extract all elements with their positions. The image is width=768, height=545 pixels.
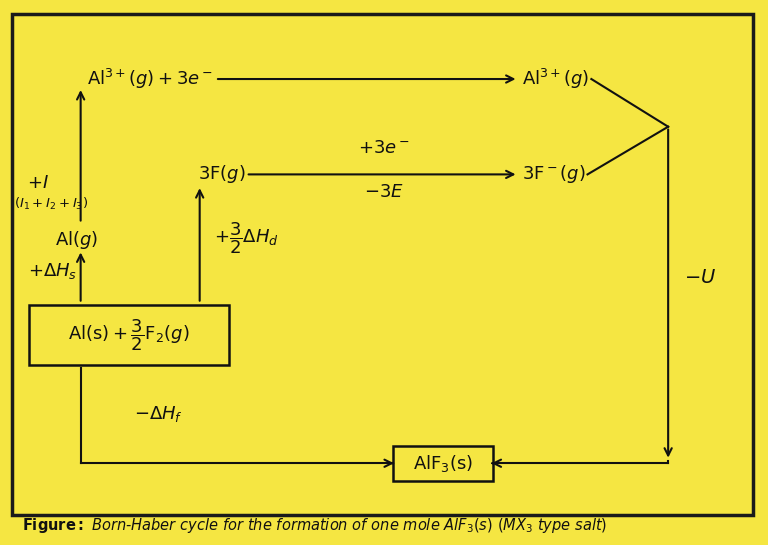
Text: $+\dfrac{3}{2}\Delta H_d$: $+\dfrac{3}{2}\Delta H_d$ — [214, 221, 278, 256]
Text: $\rm Al(\it{g}\rm)$: $\rm Al(\it{g}\rm)$ — [55, 229, 98, 251]
Text: $\mathbf{Figure:}$ $\mathit{Born\text{-}Haber\ cycle\ for\ the\ formation\ of\ o: $\mathbf{Figure:}$ $\mathit{Born\text{-}… — [22, 516, 607, 535]
Text: $-\Delta H_f$: $-\Delta H_f$ — [134, 404, 184, 424]
Bar — [393, 446, 493, 481]
Text: $\rm Al^{3+}(\it{g}\rm)$: $\rm Al^{3+}(\it{g}\rm)$ — [522, 67, 590, 91]
Text: $-U$: $-U$ — [684, 268, 716, 287]
Bar — [29, 305, 229, 365]
Text: $\rm Al(s) + \dfrac{3}{2}F_2(\it{g}\rm)$: $\rm Al(s) + \dfrac{3}{2}F_2(\it{g}\rm)$ — [68, 317, 190, 353]
Text: $3\rm F(\it{g}\rm)$: $3\rm F(\it{g}\rm)$ — [198, 164, 246, 185]
Text: $\rm Al^{3+}(\it{g}\rm) + 3\it{e}^-$: $\rm Al^{3+}(\it{g}\rm) + 3\it{e}^-$ — [87, 67, 213, 91]
Text: $+I$: $+I$ — [27, 173, 49, 192]
Text: $\rm AlF_3(s)$: $\rm AlF_3(s)$ — [413, 453, 473, 474]
Text: $-3E$: $-3E$ — [364, 183, 404, 201]
Text: $3\rm F^-(\it{g}\rm)$: $3\rm F^-(\it{g}\rm)$ — [522, 164, 586, 185]
Text: $+3e^-$: $+3e^-$ — [358, 139, 410, 158]
Text: $(I_1 + I_2 + I_3)$: $(I_1 + I_2 + I_3)$ — [14, 196, 88, 213]
Text: $+\Delta H_s$: $+\Delta H_s$ — [28, 261, 78, 281]
